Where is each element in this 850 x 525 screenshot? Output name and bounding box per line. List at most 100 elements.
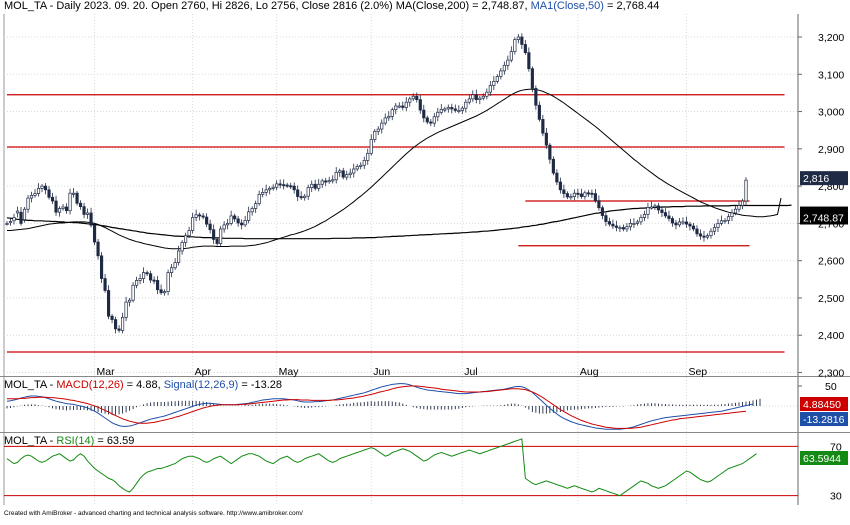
price-ytick-label: 3,200 [818,32,844,44]
candle-body [229,215,233,224]
candle-body [422,109,426,119]
candle-body [184,235,188,243]
candle-body [219,228,223,244]
candle-body [383,117,387,124]
candle-body [163,291,167,294]
candle-body [439,108,443,113]
candle-body [681,221,685,224]
candle-body [47,189,51,198]
candle-body [198,214,202,217]
candle-body [373,130,377,140]
candle-body [222,224,226,230]
candle-body [632,223,636,225]
candle-body [156,280,160,291]
candle-body [513,39,517,52]
candle-body [415,95,419,100]
candle-body [29,195,34,199]
candle-body [544,132,548,146]
candle-body [635,221,640,224]
candle-body [499,70,503,77]
candle-body [607,221,611,225]
candle-body [54,200,58,213]
rsi-panel-header: MOL_TA - RSI(14) = 63.59 [4,435,134,447]
price-ytick-label: 2,500 [818,293,844,305]
candle-body [691,225,696,230]
price-panel-header: MOL_TA - Daily 2023. 09. 20. Open 2760, … [4,0,659,12]
candle-body [712,227,717,232]
candle-body [453,108,457,111]
close-value-tag: 2,816 [803,173,829,185]
candle-body [667,215,671,219]
candle-body [296,189,300,197]
candle-body [677,221,682,226]
candle-body [103,278,107,291]
candle-body [19,211,23,224]
candle-body [68,192,72,212]
price-header-text: MOL_TA - Daily 2023. 09. 20. Open 2760, … [4,0,528,12]
candle-body [569,196,573,199]
ma50-line [7,88,782,250]
candle-body [446,107,450,110]
candle-body [702,235,706,238]
candle-body [89,212,93,226]
candle-body [138,278,142,281]
candle-body [404,101,408,108]
candle-body [75,192,79,204]
candle-body [551,158,555,174]
candle-body [310,183,314,188]
candle-body [177,250,181,263]
candle-body [33,193,37,196]
candle-body [99,255,104,279]
candle-body [621,227,625,230]
month-label: Mar [97,366,116,378]
candle-body [737,205,741,210]
candle-body [57,208,62,213]
candle-body [432,116,436,124]
candle-body [261,192,265,195]
candle-body [348,172,352,175]
candle-body [113,319,118,330]
candle-body [579,193,583,197]
candle-body [688,223,692,227]
macd-value-tag-bg [800,397,848,411]
macd-panel-header: MOL_TA - MACD(12,26) = 4.88, Signal(12,2… [4,379,282,391]
candle-body [663,212,668,217]
ma1-label: MA1(Close,50) [530,0,604,12]
candle-body [436,111,440,118]
candle-body [285,184,289,187]
candle-body [425,117,429,123]
rsi-value-tag: 63.5944 [803,453,841,465]
candle-body [345,174,349,178]
candle-body [205,216,209,225]
candle-body [502,64,506,72]
candle-body [264,189,268,193]
candle-body [614,225,618,228]
candle-body [117,328,121,331]
candle-body [523,44,527,54]
candle-body [166,272,170,292]
candle-body [124,301,128,318]
candle-body [247,211,251,221]
candle-body [726,216,731,221]
candle-body [170,267,174,273]
month-label: Aug [580,366,599,378]
month-label: Jun [373,366,390,378]
candle-body [520,36,524,45]
candle-body [145,272,149,275]
candle-body [565,193,569,198]
candle-body [590,192,594,195]
candle-body [306,187,310,197]
candle-body [429,121,433,124]
candle-body [674,222,678,226]
candle-body [289,185,293,188]
candle-body [485,91,489,97]
candle-body [583,192,587,197]
candle-body [152,279,156,282]
candle-body [380,122,384,130]
candle-body [597,200,601,209]
macd-prefix: MOL_TA - [4,379,57,391]
candle-body [684,221,689,225]
candle-body [191,217,195,231]
